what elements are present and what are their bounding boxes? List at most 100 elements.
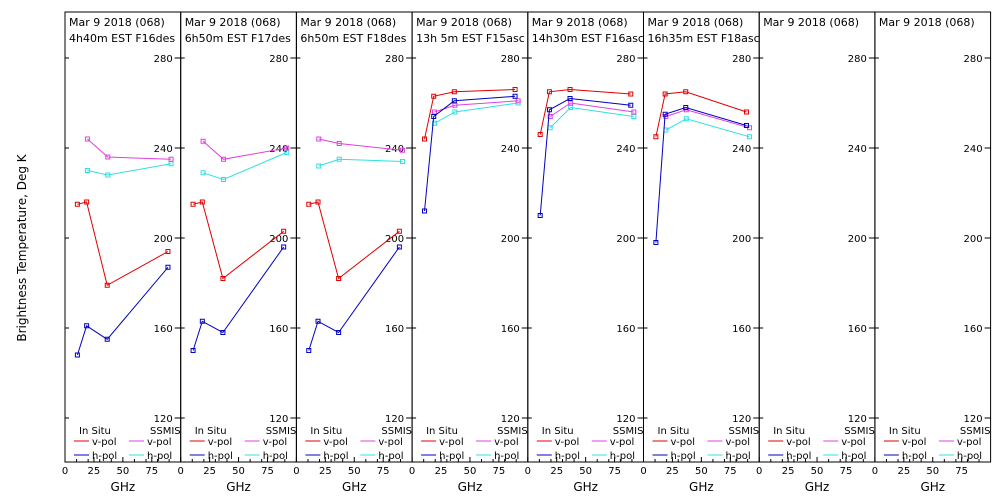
panel-5: Mar 9 2018 (068) 14h30m EST F16asc 120 160 2… (525, 11, 644, 494)
data-point-insitu-h (653, 240, 659, 245)
data-point-insitu-v (537, 132, 543, 137)
data-point-insitu-v (421, 136, 427, 142)
data-point-insitu-v (512, 87, 518, 92)
legend-insitu-v-label: v-pol (786, 437, 811, 448)
data-point-ssmis-h (336, 156, 342, 162)
legend-insitu-h-label: h-pol (92, 451, 117, 462)
data-point-ssmis-v (200, 138, 206, 144)
x-tick-label: 50 (811, 466, 824, 477)
data-point-insitu-h (315, 318, 321, 324)
y-axis-label: Brightness Temperature, Deg K (15, 153, 29, 341)
series-line-insitu-h (655, 106, 747, 243)
data-point-insitu-h (74, 352, 80, 358)
y-tick-label: 160 (848, 324, 867, 335)
data-point-insitu-h (431, 114, 437, 119)
data-point-insitu-v (546, 89, 552, 95)
y-tick-label: 160 (732, 324, 751, 335)
x-axis-label: GHz (805, 480, 830, 494)
legend-ssmis-title: SSMIS (960, 426, 991, 437)
data-point-insitu-h (421, 208, 427, 214)
data-point-insitu-h (567, 96, 573, 101)
data-point-insitu-v (653, 134, 659, 140)
legend-ssmis-title: SSMIS (497, 426, 528, 437)
legend-insitu-title: In Situ (79, 426, 111, 437)
legend-insitu-v-label: v-pol (902, 437, 927, 448)
data-point-insitu-v (396, 228, 402, 234)
legend-ssmis-title: SSMIS (266, 426, 297, 437)
data-point-ssmis-v (105, 154, 111, 160)
series-line-ssmis-v (318, 138, 403, 151)
x-tick-label: 75 (377, 466, 390, 477)
panel-title-time: 6h50m EST F17des (185, 32, 291, 45)
data-point-insitu-v (743, 109, 749, 115)
legend-insitu-h-label: h-pol (208, 451, 233, 462)
x-tick-label: 75 (840, 466, 853, 477)
x-axis-label: GHz (111, 480, 136, 494)
data-point-ssmis-h (431, 120, 437, 126)
data-point-ssmis-h (399, 159, 405, 164)
data-point-insitu-h (336, 330, 342, 335)
y-tick-label: 280 (616, 54, 635, 65)
y-tick-label: 280 (501, 54, 520, 65)
legend-ssmis-v-label: v-pol (147, 437, 172, 448)
x-tick-label: 0 (293, 466, 299, 477)
panel-title-date: Mar 9 2018 (068) (185, 16, 281, 29)
data-point-ssmis-v (284, 145, 290, 151)
x-tick-label: 0 (872, 466, 878, 477)
y-tick-label: 160 (616, 324, 635, 335)
data-point-insitu-h (743, 123, 749, 128)
legend-insitu-v-label: v-pol (555, 437, 580, 448)
data-point-ssmis-v (515, 98, 521, 104)
legend-ssmis-v-label: v-pol (378, 437, 403, 448)
data-point-ssmis-h (316, 163, 322, 169)
x-tick-label: 0 (409, 466, 415, 477)
panel-3: Mar 9 2018 (068) 6h50m EST F18des 120 160 20… (293, 11, 413, 494)
y-tick-label: 200 (732, 234, 751, 245)
legend-ssmis-h-label: h-pol (726, 451, 751, 462)
x-tick-label: 0 (640, 466, 646, 477)
x-tick-label: 0 (756, 466, 762, 477)
legend-insitu-title: In Situ (773, 426, 805, 437)
data-point-ssmis-v (336, 141, 342, 146)
x-tick-label: 0 (62, 466, 68, 477)
legend-ssmis-v-label: v-pol (263, 437, 288, 448)
series-line-ssmis-v (87, 138, 172, 160)
data-point-ssmis-h (221, 177, 227, 182)
data-point-insitu-v (567, 87, 573, 92)
legend-insitu-title: In Situ (889, 426, 921, 437)
y-tick-label: 200 (616, 234, 635, 245)
series-line-insitu-v (77, 201, 169, 287)
data-point-insitu-v (74, 201, 80, 207)
data-point-insitu-v (190, 201, 196, 207)
data-point-insitu-v (628, 91, 634, 97)
series-line-ssmis-h (87, 163, 172, 176)
data-point-insitu-v (431, 93, 437, 99)
data-point-insitu-h (84, 323, 90, 329)
legend-ssmis-v-label: v-pol (841, 437, 866, 448)
data-point-insitu-v (84, 199, 90, 205)
x-axis-label: GHz (226, 480, 251, 494)
y-tick-label: 160 (964, 324, 983, 335)
panel-6: Mar 9 2018 (068) 16h35m EST F18asc 120 160 2… (640, 11, 760, 494)
legend-ssmis-h-label: h-pol (957, 451, 982, 462)
panel-title-time: 4h40m EST F16des (69, 32, 175, 45)
series-line-insitu-h (192, 246, 285, 351)
panel-4: Mar 9 2018 (068) 13h 5m EST F15asc 120 160 2… (409, 11, 529, 494)
legend-ssmis-h-label: h-pol (610, 451, 635, 462)
legend-ssmis-title: SSMIS (729, 426, 760, 437)
panel-title-time: 13h 5m EST F15asc (416, 32, 525, 45)
data-point-insitu-h (662, 111, 668, 117)
legend-insitu-h-label: h-pol (555, 451, 580, 462)
series-line-insitu-v (308, 201, 400, 280)
y-tick-label: 280 (964, 54, 983, 65)
y-tick-label: 200 (154, 234, 173, 245)
legend-ssmis-h-label: h-pol (147, 451, 172, 462)
data-point-ssmis-h (105, 172, 111, 178)
y-tick-label: 120 (154, 414, 173, 425)
y-tick-label: 280 (848, 54, 867, 65)
series-line-ssmis-v (434, 100, 519, 113)
y-tick-label: 240 (732, 144, 751, 155)
y-tick-label: 160 (385, 324, 404, 335)
y-tick-label: 200 (385, 234, 404, 245)
